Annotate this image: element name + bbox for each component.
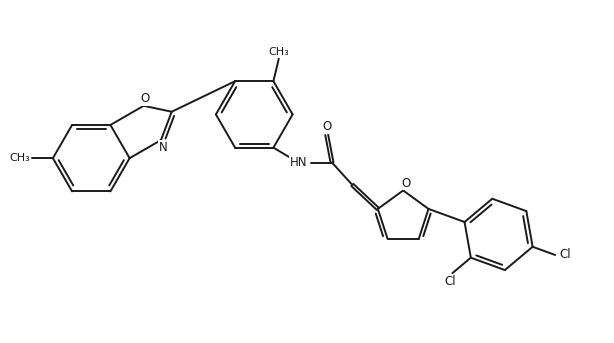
Text: Cl: Cl (559, 248, 570, 261)
Text: O: O (322, 120, 332, 133)
Text: O: O (402, 177, 411, 190)
Text: O: O (140, 92, 149, 105)
Text: HN: HN (290, 156, 308, 169)
Text: CH₃: CH₃ (268, 47, 289, 57)
Text: Cl: Cl (445, 275, 456, 287)
Text: N: N (159, 141, 168, 154)
Text: CH₃: CH₃ (9, 153, 30, 163)
